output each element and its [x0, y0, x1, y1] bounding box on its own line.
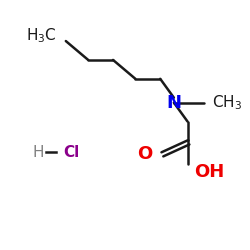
Text: Cl: Cl	[63, 145, 80, 160]
Text: CH$_3$: CH$_3$	[212, 93, 242, 112]
Text: OH: OH	[194, 163, 224, 181]
Text: O: O	[138, 144, 153, 162]
Text: H: H	[33, 145, 44, 160]
Text: N: N	[166, 94, 181, 112]
Text: H$_3$C: H$_3$C	[26, 27, 57, 46]
